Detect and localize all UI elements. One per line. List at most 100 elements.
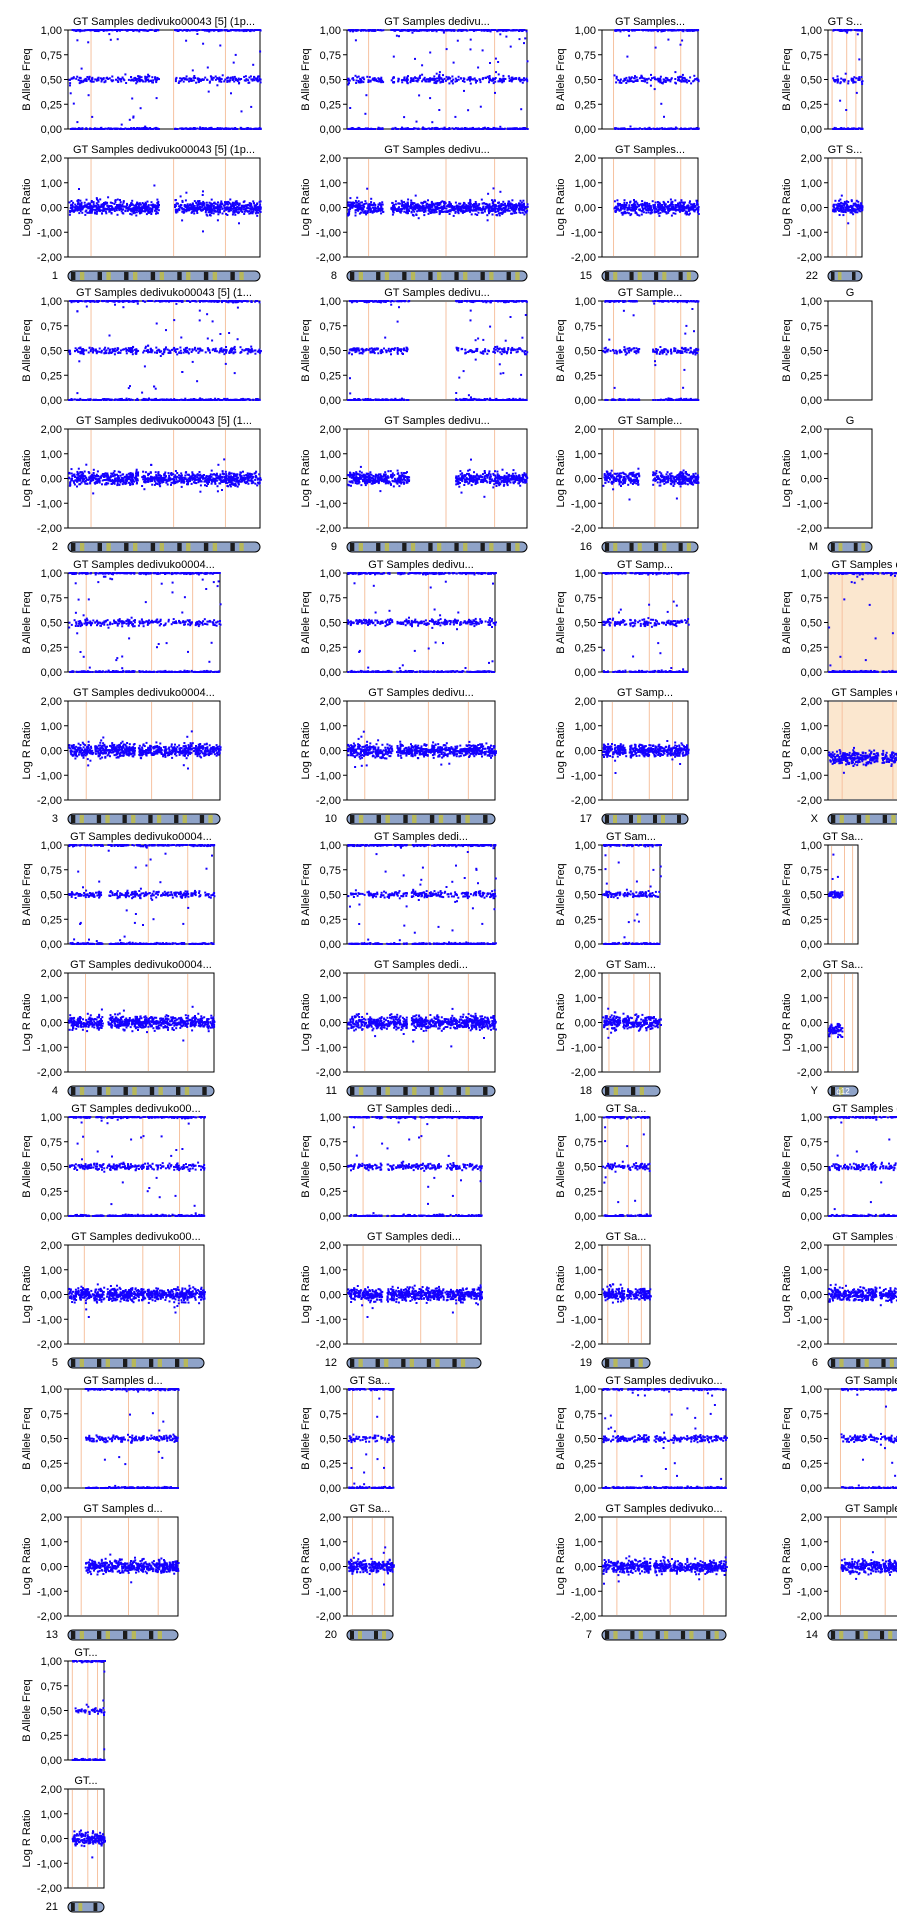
lrr-point	[416, 203, 419, 206]
lrr-point	[189, 203, 192, 206]
baf-point	[505, 35, 508, 38]
lrr-point	[644, 202, 647, 205]
lrr-point	[404, 206, 407, 209]
baf-point	[88, 75, 91, 78]
baf-point	[438, 75, 441, 78]
baf-point	[847, 80, 850, 83]
baf-point	[147, 75, 150, 78]
lrr-point	[368, 205, 371, 208]
lrr-point	[848, 209, 850, 212]
lrr-point	[449, 202, 452, 205]
lrr-point	[363, 203, 366, 205]
lrr-point	[640, 204, 643, 207]
lrr-point	[352, 203, 355, 206]
baf-point	[512, 128, 514, 130]
lrr-point	[526, 206, 529, 208]
lrr-point	[137, 206, 139, 209]
lrr-point	[457, 205, 460, 208]
baf-point	[126, 29, 129, 32]
baf-point	[256, 127, 259, 130]
lrr-point	[180, 204, 183, 207]
lrr-point	[499, 208, 502, 210]
lrr-point	[504, 204, 507, 207]
baf-point	[144, 29, 147, 32]
baf-point	[623, 77, 626, 80]
baf-point	[105, 29, 108, 31]
lrr-point	[492, 209, 495, 212]
baf-point	[199, 126, 202, 129]
ideogram-band	[79, 272, 85, 280]
lrr-point	[850, 210, 853, 212]
lrr-point	[204, 211, 207, 214]
baf-point	[176, 29, 179, 32]
lrr-point	[214, 209, 216, 212]
lrr-point	[114, 201, 117, 204]
baf-point	[853, 76, 856, 79]
lrr-point	[653, 209, 656, 212]
baf-point	[371, 29, 374, 31]
lrr-point	[218, 208, 221, 211]
lrr-point	[506, 208, 509, 211]
lrr-point	[190, 211, 193, 214]
lrr-point	[460, 207, 462, 210]
baf-point	[72, 76, 75, 79]
baf-point	[348, 82, 350, 85]
lrr-point	[413, 210, 416, 213]
lrr-point	[150, 201, 153, 204]
lrr-point	[366, 207, 369, 210]
baf-point	[397, 80, 400, 83]
baf-point	[444, 79, 447, 82]
baf-point	[359, 127, 361, 130]
baf-point	[641, 128, 644, 130]
baf-tick-label: 0,75	[801, 50, 822, 62]
lrr-point	[855, 199, 858, 202]
lrr-point	[509, 205, 512, 208]
lrr-point	[838, 199, 841, 202]
baf-point	[210, 128, 213, 130]
lrr-point	[405, 203, 408, 206]
ideogram-band	[97, 272, 102, 280]
lrr-point	[81, 208, 84, 211]
lrr-point	[435, 211, 438, 214]
lrr-point	[197, 206, 200, 209]
lrr-point	[493, 206, 496, 209]
lrr-point	[427, 209, 430, 212]
lrr-point	[106, 204, 109, 207]
lrr-point	[443, 200, 446, 203]
baf-point	[196, 29, 199, 31]
lrr-point	[482, 206, 485, 209]
baf-point	[233, 80, 236, 83]
lrr-tick-label: -2,00	[571, 252, 596, 264]
lrr-tick-label: -1,00	[797, 227, 822, 239]
lrr-point	[629, 200, 632, 203]
lrr-point	[397, 207, 400, 210]
lrr-point	[410, 201, 413, 204]
lrr-point	[472, 203, 475, 206]
lrr-point	[491, 199, 493, 202]
baf-point	[399, 29, 401, 32]
lrr-point	[649, 211, 652, 214]
lrr-point	[199, 207, 202, 210]
lrr-point	[690, 203, 693, 206]
baf-point	[451, 127, 454, 130]
baf-point	[347, 128, 350, 130]
lrr-point	[211, 203, 213, 206]
lrr-point	[861, 208, 864, 211]
baf-point	[157, 29, 160, 32]
lrr-point	[659, 208, 662, 211]
baf-point	[371, 78, 374, 81]
baf-point	[434, 81, 437, 84]
lrr-point	[493, 199, 496, 202]
ideogram-band	[662, 272, 667, 280]
lrr-point	[663, 208, 666, 211]
baf-point	[651, 77, 653, 80]
lrr-point	[401, 207, 403, 210]
lrr-point	[368, 203, 371, 206]
baf-point	[634, 29, 637, 31]
baf-point	[246, 128, 249, 130]
lrr-point	[116, 198, 119, 201]
lrr-point	[150, 213, 153, 215]
baf-point	[156, 128, 159, 130]
baf-point	[442, 31, 445, 34]
baf-point	[521, 81, 524, 84]
